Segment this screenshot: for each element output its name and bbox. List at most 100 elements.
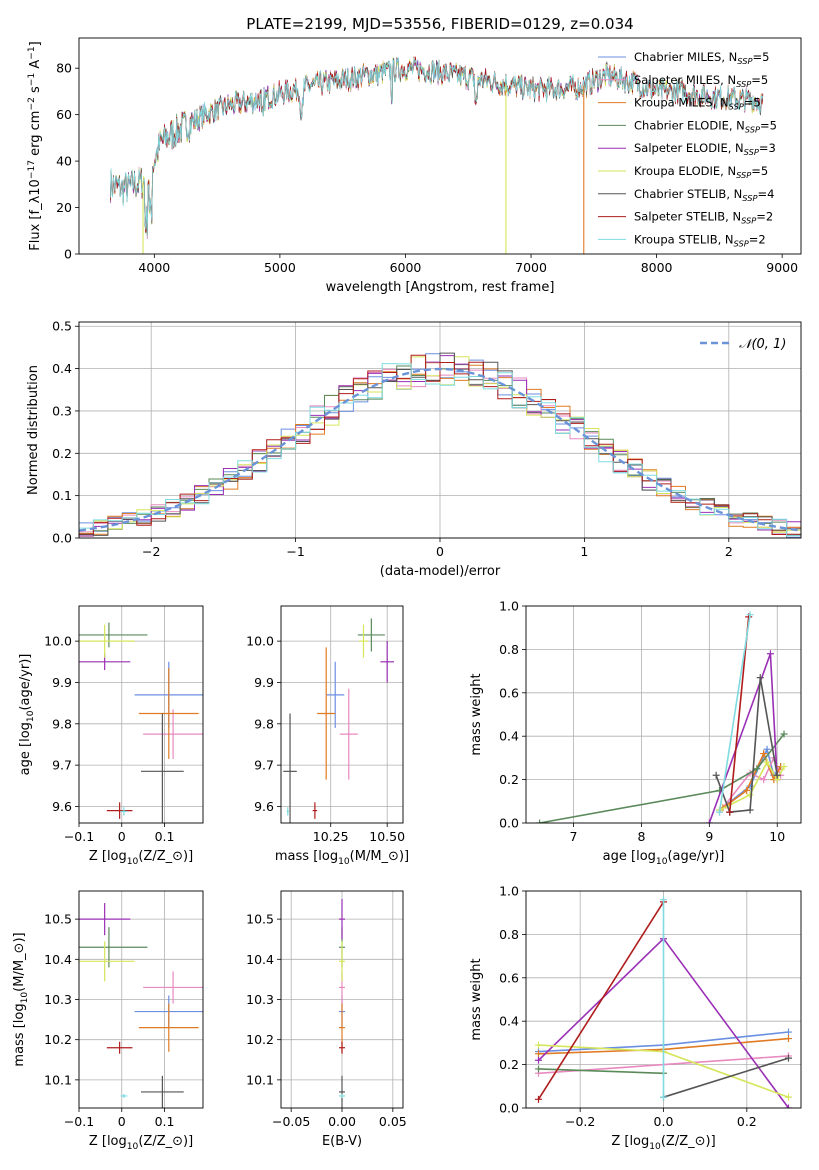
x-tick-label: −0.1: [64, 1114, 94, 1129]
weight-marker: [705, 819, 713, 823]
weight-marker: [785, 1104, 792, 1108]
legend-model: Chabrier MILES, N: [634, 50, 737, 64]
weight-marker: [753, 765, 761, 773]
weight-marker: [660, 896, 667, 904]
weight-marker: [780, 763, 788, 771]
y-tick-label: 0.0: [499, 1101, 519, 1116]
axes-frame: [280, 605, 404, 824]
axes-frame: [78, 605, 204, 824]
y-tick-label: 10.3: [246, 992, 274, 1007]
x-axis-label: mass [log10(M/M_⊙)]: [275, 849, 409, 867]
y-tick-label: 0.3: [52, 403, 72, 418]
point-salpeter-stelib: [106, 1041, 133, 1054]
weight-marker: [743, 786, 751, 794]
weight-line-salpeter-stelib: [537, 901, 665, 1100]
label-part: Normed distribution: [26, 365, 41, 495]
panel-weight_vs_Z: −0.2 0.0 0.2 0.0 0.2 0.4 0.6 0.8 1.0 Z [log10(Z/Z…: [469, 884, 802, 1152]
point-salpeter-miles: [143, 971, 203, 1004]
point-salpeter-stelib: [339, 1041, 345, 1054]
plot-area: [283, 618, 394, 823]
y-tick-label: 0.6: [499, 685, 519, 700]
legend-label-chabrier-stelib: Chabrier STELIB, NSSP=4: [634, 187, 774, 203]
x-tick-label: 7000: [515, 260, 547, 275]
y-axis-label: Flux [f_λ10−17 erg cm−2 s−1 A−1]: [27, 41, 43, 250]
weight-marker: [535, 1050, 542, 1058]
legend-nssp: =5: [751, 73, 768, 87]
y-tick-label: 0.4: [499, 1014, 519, 1029]
weight-line-salpeter-stelib: [728, 616, 750, 813]
x-tick-label: −0.2: [565, 1114, 595, 1129]
point-chabrier-stelib: [339, 1075, 345, 1108]
point-kroupa-elodie: [79, 941, 135, 982]
panel-residuals: −2 −1 0 1 2 0.0 0.1 0.2 0.3 0.4 0.5 (data-model)/er…: [26, 319, 802, 579]
label-part: (Z/Z_⊙)]: [661, 1134, 716, 1149]
x-axis-label: wavelength [Angstrom, rest frame]: [326, 280, 555, 295]
y-tick-label: 10.1: [44, 1072, 72, 1087]
label-part: ]: [28, 41, 43, 46]
y-tick-label: 10.0: [246, 634, 274, 649]
label-part: A: [28, 60, 43, 73]
gaussian-curve: [79, 367, 801, 532]
label-part: mass [log: [12, 1003, 27, 1066]
plot-area: [535, 896, 792, 1108]
x-tick-label: 0.0: [654, 1114, 674, 1129]
legend-label-salpeter-stelib: Salpeter STELIB, NSSP=2: [634, 210, 773, 226]
label-part: (Z/Z_⊙)]: [138, 849, 193, 864]
label-part: 10: [127, 1142, 139, 1152]
weight-line-chabrier-stelib: [663, 1057, 789, 1098]
y-tick-label: 0.0: [499, 816, 519, 831]
point-kroupa-stelib: [120, 1093, 128, 1098]
y-tick-label: 9.8: [254, 716, 274, 731]
y-tick-label: 0.2: [499, 1057, 519, 1072]
x-tick-label: 0: [118, 1114, 126, 1129]
weight-marker: [763, 758, 771, 766]
label-part: (M/M_⊙)]: [12, 932, 27, 991]
point-kroupa-elodie: [358, 624, 368, 658]
x-tick-label: 8: [637, 829, 645, 844]
weight-marker: [785, 1035, 792, 1043]
panels: 4000 5000 6000 7000 8000 9000020406080wavelen…: [12, 37, 802, 1152]
label-part: age [log: [603, 849, 656, 864]
panel-mass_vs_Z: −0.1 0 0.110.110.210.310.410.5Z [log10(Z/Z…: [12, 890, 204, 1152]
label-part: wavelength [Angstrom, rest frame]: [326, 280, 555, 295]
weight-line-chabrier-elodie: [539, 733, 785, 823]
point-chabrier-miles: [326, 661, 345, 728]
y-tick-label: 10.3: [44, 992, 72, 1007]
weight-marker: [535, 1065, 542, 1073]
legend-sub: SSP: [741, 216, 756, 226]
label-part: −17: [27, 160, 37, 179]
point-kroupa-miles: [138, 1003, 199, 1052]
y-tick-label: 0.4: [52, 361, 72, 376]
point-kroupa-elodie: [339, 941, 345, 982]
label-part: (age/yr)]: [667, 849, 724, 864]
y-axis-label: mass weight: [469, 673, 484, 755]
x-tick-label: 6000: [390, 260, 422, 275]
point-chabrier-stelib: [283, 713, 297, 823]
y-axis-label: age [log10(age/yr)]: [18, 654, 36, 776]
plot-area: [79, 622, 203, 823]
x-tick-label: 8000: [641, 260, 673, 275]
label-part: mass [log: [275, 849, 338, 864]
x-axis-label: Z [log10(Z/Z_⊙)]: [611, 1134, 715, 1152]
legend-sub: SSP: [737, 56, 752, 66]
label-part: (Z/Z_⊙)]: [138, 1134, 193, 1149]
weight-marker: [536, 819, 544, 823]
y-tick-label: 9.8: [52, 716, 72, 731]
label-part: −1: [27, 46, 37, 59]
legend-nssp: =4: [757, 187, 774, 201]
y-tick-label: 0.8: [499, 642, 519, 657]
legend-sub: SSP: [745, 124, 760, 134]
x-tick-label: 10.25: [313, 829, 349, 844]
x-axis-label: Z [log10(Z/Z_⊙)]: [89, 849, 193, 867]
point-salpeter-miles: [143, 709, 203, 759]
y-tick-label: 60: [56, 107, 72, 122]
x-tick-label: 0.05: [379, 1114, 407, 1129]
label-part: Flux [f_λ10: [28, 179, 43, 251]
point-chabrier-elodie: [357, 618, 385, 652]
y-tick-label: 80: [56, 61, 72, 76]
weight-marker: [773, 771, 781, 779]
legend-model: Salpeter ELODIE, N: [634, 141, 744, 155]
y-tick-label: 9.7: [254, 758, 274, 773]
label-part: Z [log: [89, 849, 127, 864]
x-tick-label: −1: [286, 544, 304, 559]
